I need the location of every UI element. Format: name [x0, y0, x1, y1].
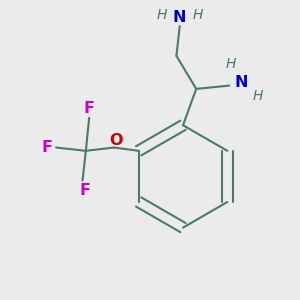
Text: F: F	[84, 101, 95, 116]
Text: H: H	[193, 8, 203, 22]
Text: F: F	[41, 140, 52, 155]
Text: N: N	[173, 11, 187, 26]
Text: H: H	[252, 88, 262, 103]
Text: F: F	[80, 183, 91, 198]
Text: O: O	[109, 133, 122, 148]
Text: H: H	[226, 57, 236, 71]
Text: N: N	[234, 76, 247, 91]
Text: H: H	[156, 8, 167, 22]
